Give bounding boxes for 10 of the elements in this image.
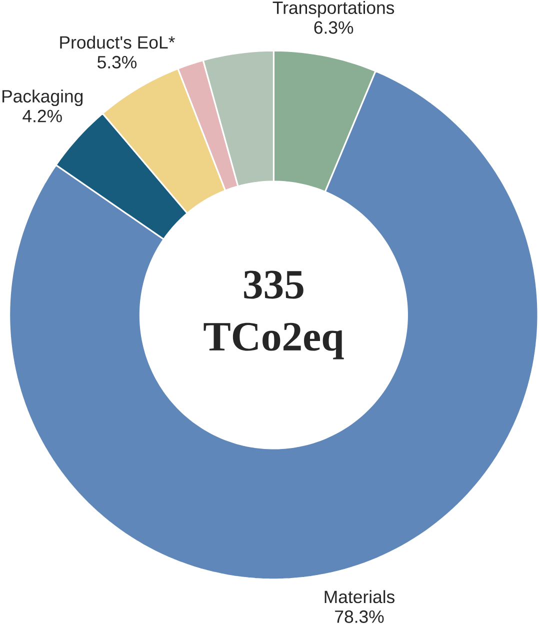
slice-label: Materials — [324, 590, 395, 604]
text: 335 — [244, 270, 304, 299]
slice-label: Transportations — [272, 1, 394, 18]
data-label: 6.3% — [314, 21, 354, 34]
data-label: 78.3% — [335, 610, 384, 623]
slice-label: Product's EoL* — [60, 36, 176, 49]
slice-label: Packaging — [2, 90, 83, 106]
data-label: 5.3% — [98, 56, 137, 68]
text: TCo2eq — [204, 322, 344, 360]
data-label: 4.2% — [22, 110, 62, 122]
